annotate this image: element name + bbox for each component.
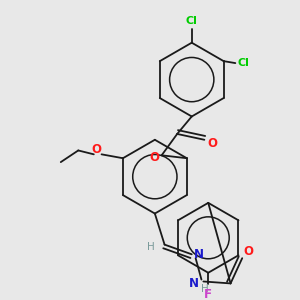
Text: H: H — [147, 242, 155, 251]
Text: O: O — [243, 245, 253, 258]
Text: H: H — [202, 284, 209, 294]
Text: O: O — [207, 137, 217, 150]
Text: Cl: Cl — [186, 16, 198, 26]
Text: F: F — [204, 288, 212, 300]
Text: O: O — [149, 151, 159, 164]
Text: Cl: Cl — [237, 58, 249, 68]
Text: N: N — [189, 277, 199, 290]
Text: O: O — [92, 143, 102, 156]
Text: N: N — [194, 248, 203, 261]
